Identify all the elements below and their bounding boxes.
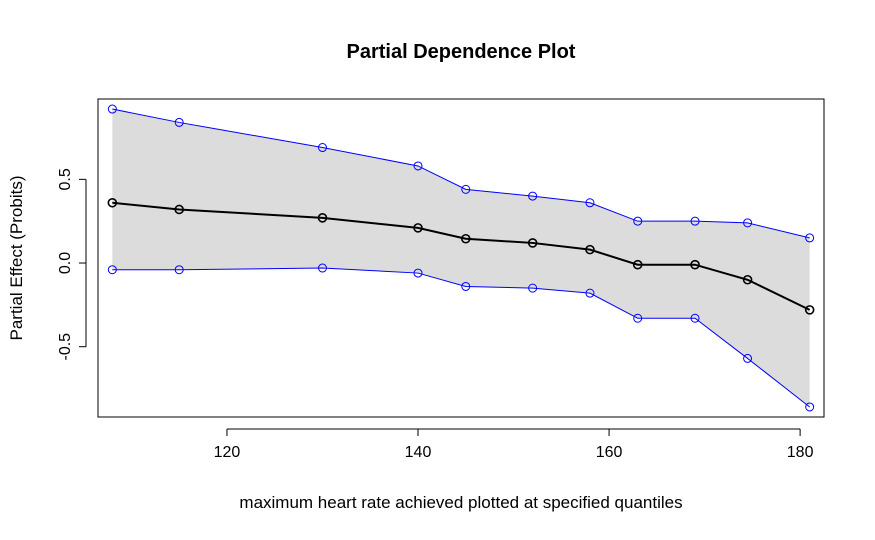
confidence-band — [112, 109, 810, 407]
upper-point — [174, 117, 184, 127]
x-tick-label: 140 — [405, 444, 432, 461]
upper-point — [805, 233, 815, 243]
upper-point — [317, 143, 327, 153]
lower-point — [743, 353, 753, 363]
estimate-point — [804, 305, 815, 315]
y-axis-label: Partial Effect (Probits) — [7, 175, 26, 340]
lower-point — [107, 265, 117, 275]
lower-point — [585, 288, 595, 298]
estimate-point — [174, 204, 184, 215]
x-tick-label: 180 — [787, 444, 814, 461]
estimate-point — [413, 223, 423, 233]
lower-point — [413, 268, 423, 278]
estimate-line — [112, 201, 811, 311]
lower-point — [317, 263, 327, 273]
plot-frame — [97, 98, 825, 418]
x-axis-label: maximum heart rate achieved plotted at s… — [239, 493, 682, 512]
lower-point — [174, 265, 184, 275]
estimate-point — [632, 259, 643, 270]
y-tick-label: 0.0 — [57, 252, 74, 274]
upper-point — [528, 191, 538, 201]
estimate-point — [107, 197, 118, 208]
axes: 120 140 160 180 -0.5 0.0 0.5 — [57, 168, 814, 461]
y-tick-label: 0.5 — [57, 168, 74, 190]
estimate-point — [527, 238, 538, 248]
chart-title: Partial Dependence Plot — [347, 41, 576, 63]
x-tick-label: 120 — [214, 444, 241, 461]
upper-point — [413, 161, 423, 171]
lower-point — [461, 281, 471, 291]
x-tick-label: 160 — [596, 444, 623, 461]
lower-point — [633, 313, 643, 323]
upper-point — [585, 198, 595, 208]
estimate-point — [460, 233, 471, 244]
y-tick-label: -0.5 — [57, 333, 74, 361]
estimate-point — [742, 274, 753, 285]
upper-point — [690, 216, 700, 226]
plot-area — [107, 104, 815, 412]
upper-point — [743, 218, 753, 228]
lower-point — [805, 402, 815, 412]
lower-point — [690, 313, 700, 323]
upper-point — [633, 216, 643, 226]
upper-point — [107, 104, 117, 114]
estimate-point — [690, 259, 700, 270]
estimate-point — [585, 244, 595, 255]
lower-line — [112, 267, 810, 408]
upper-point — [461, 184, 471, 194]
upper-line — [112, 108, 810, 239]
lower-point — [528, 283, 538, 293]
estimate-point — [317, 213, 328, 223]
